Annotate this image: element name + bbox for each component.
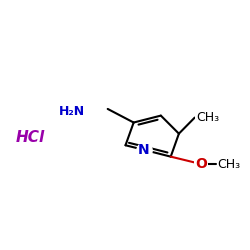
Text: H₂N: H₂N xyxy=(59,105,85,118)
Text: O: O xyxy=(195,157,207,171)
Text: N: N xyxy=(138,143,149,157)
Text: HCl: HCl xyxy=(15,130,44,145)
Text: CH₃: CH₃ xyxy=(218,158,241,170)
Text: CH₃: CH₃ xyxy=(196,111,219,124)
